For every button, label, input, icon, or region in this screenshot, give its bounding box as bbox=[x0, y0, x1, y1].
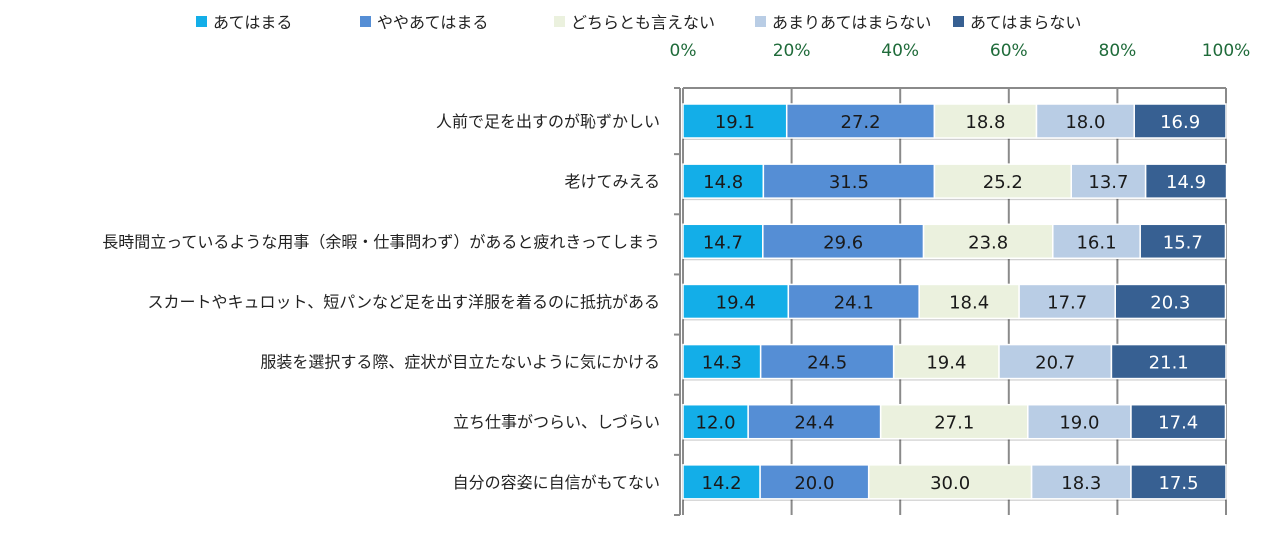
data-label: 24.1 bbox=[834, 292, 874, 313]
x-tick-label: 20% bbox=[773, 41, 811, 61]
legend-swatch bbox=[953, 16, 964, 27]
data-label: 24.4 bbox=[794, 413, 834, 434]
bar-segment bbox=[922, 223, 1054, 260]
data-label: 30.0 bbox=[930, 473, 970, 494]
data-label: 14.3 bbox=[702, 353, 742, 374]
bar-segment bbox=[1052, 223, 1141, 260]
bar-segment bbox=[785, 103, 936, 139]
data-label: 19.1 bbox=[715, 112, 755, 133]
legend-item: あまりあてはまらない bbox=[755, 13, 931, 32]
data-label: 14.7 bbox=[703, 232, 743, 253]
x-tick-label: 40% bbox=[881, 41, 919, 61]
category-label: 長時間立っているような用事（余暇・仕事問わず）があると疲れきってしまう bbox=[102, 232, 660, 251]
bar-segment bbox=[1110, 343, 1227, 380]
category-label: 自分の容姿に自信がもてない bbox=[453, 473, 660, 492]
data-label: 20.0 bbox=[794, 473, 834, 494]
data-label: 18.0 bbox=[1065, 112, 1105, 133]
category-label: 立ち仕事がつらい、しづらい bbox=[453, 413, 660, 432]
data-label: 31.5 bbox=[829, 172, 869, 193]
bar-segment bbox=[1130, 464, 1227, 500]
category-label: 老けてみえる bbox=[564, 172, 660, 191]
data-label: 16.1 bbox=[1076, 232, 1116, 253]
bar-segment bbox=[1027, 403, 1132, 440]
category-label: 人前で足を出すのが恥ずかしい bbox=[436, 112, 660, 131]
legend-item: あてはまらない bbox=[953, 13, 1081, 32]
legend-label: どちらとも言えない bbox=[571, 13, 715, 32]
data-label: 12.0 bbox=[696, 413, 736, 434]
bar-segment bbox=[1139, 223, 1227, 260]
data-label: 14.2 bbox=[702, 473, 742, 494]
legend-swatch bbox=[360, 16, 371, 27]
bar-segment bbox=[1133, 103, 1227, 139]
data-label: 20.3 bbox=[1150, 292, 1190, 313]
data-label: 17.7 bbox=[1047, 292, 1087, 313]
data-label: 25.2 bbox=[983, 172, 1023, 193]
legend-item: ややあてはまる bbox=[360, 13, 488, 32]
bar-segment bbox=[1144, 163, 1228, 199]
bar-segment bbox=[1114, 283, 1227, 320]
data-label: 17.5 bbox=[1158, 473, 1198, 494]
data-label: 19.4 bbox=[716, 292, 756, 313]
bar-segment bbox=[933, 103, 1038, 139]
data-label: 27.1 bbox=[934, 413, 974, 434]
legend-item: あてはまる bbox=[196, 13, 292, 32]
bar-segment bbox=[892, 343, 1000, 380]
data-label: 23.8 bbox=[968, 232, 1008, 253]
data-label: 16.9 bbox=[1160, 112, 1200, 133]
data-label: 20.7 bbox=[1035, 353, 1075, 374]
bar-segment bbox=[998, 343, 1113, 380]
bar-segment bbox=[682, 464, 761, 500]
data-label: 19.0 bbox=[1059, 413, 1099, 434]
legend-label: あてはまる bbox=[213, 13, 292, 32]
data-label: 14.9 bbox=[1166, 172, 1206, 193]
data-label: 24.5 bbox=[807, 353, 847, 374]
data-label: 18.4 bbox=[949, 292, 989, 313]
data-label: 19.4 bbox=[926, 353, 966, 374]
data-label: 29.6 bbox=[823, 232, 863, 253]
category-label: スカートやキュロット、短パンなど足を出す洋服を着るのに抵抗がある bbox=[148, 292, 660, 311]
x-tick-label: 80% bbox=[1099, 41, 1137, 61]
bar-segment bbox=[867, 464, 1033, 500]
legend-swatch bbox=[554, 16, 565, 27]
legend-label: あまりあてはまらない bbox=[772, 13, 931, 32]
legend-swatch bbox=[196, 16, 207, 27]
bar-segment bbox=[1070, 163, 1147, 199]
data-label: 18.8 bbox=[965, 112, 1005, 133]
data-label: 17.4 bbox=[1158, 413, 1198, 434]
bar-segment bbox=[787, 283, 920, 320]
legend-item: どちらとも言えない bbox=[554, 13, 715, 32]
data-label: 14.8 bbox=[703, 172, 743, 193]
bar-segment bbox=[1130, 403, 1227, 440]
bar-segment bbox=[682, 223, 764, 260]
legend-swatch bbox=[755, 16, 766, 27]
data-label: 21.1 bbox=[1149, 353, 1189, 374]
x-tick-label: 0% bbox=[670, 41, 697, 61]
data-label: 27.2 bbox=[841, 112, 881, 133]
legend-label: あてはまらない bbox=[970, 13, 1081, 32]
legend-label: ややあてはまる bbox=[377, 13, 488, 32]
bar-segment bbox=[762, 163, 936, 199]
data-label: 13.7 bbox=[1088, 172, 1128, 193]
x-tick-label: 60% bbox=[990, 41, 1028, 61]
data-label: 18.3 bbox=[1061, 473, 1101, 494]
bar-segment bbox=[682, 103, 788, 139]
bar-segment bbox=[682, 163, 765, 199]
x-tick-label: 100% bbox=[1202, 41, 1251, 61]
data-label: 15.7 bbox=[1163, 232, 1203, 253]
category-label: 服装を選択する際、症状が目立たないように気にかける bbox=[260, 353, 660, 372]
bar-segment bbox=[1035, 103, 1135, 139]
bar-segment bbox=[933, 163, 1072, 199]
